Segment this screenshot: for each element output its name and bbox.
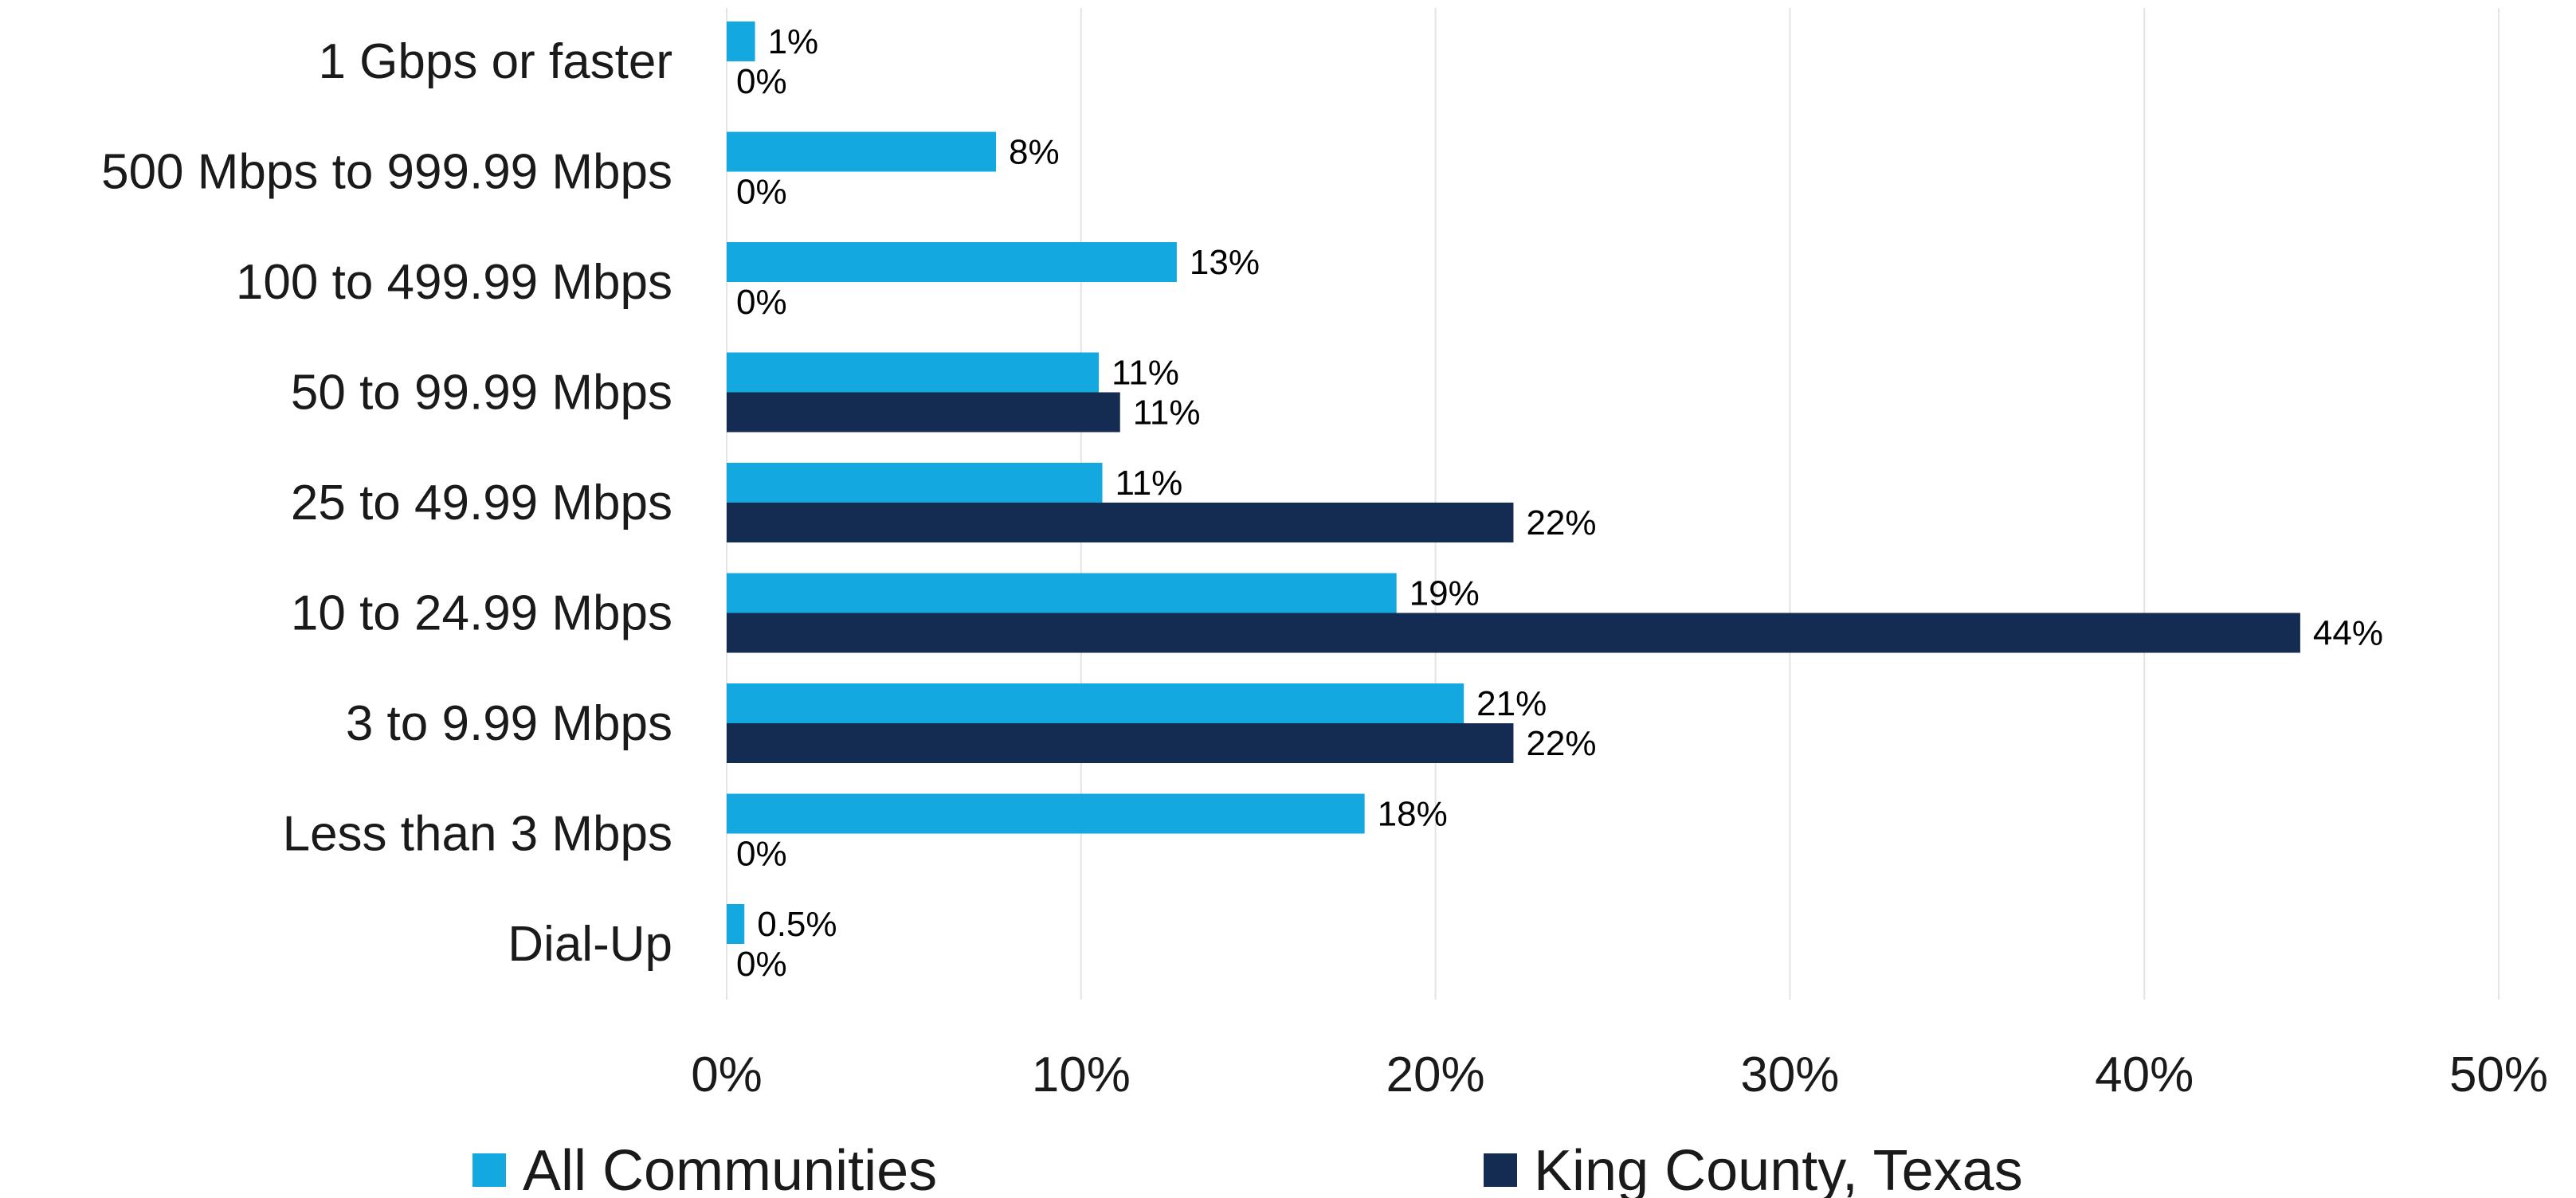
x-tick-label-40: 40%: [2095, 1047, 2194, 1102]
x-tick-label-0: 0%: [691, 1047, 763, 1102]
category-label-less-than-3-mbps: Less than 3 Mbps: [283, 807, 672, 862]
x-axis-tick-labels: 0% 10% 20% 30% 40% 50%: [691, 1047, 2548, 1102]
bar-king-county-texas-3-to-9-99-mbps: [727, 723, 1514, 763]
x-tick-label-10: 10%: [1032, 1047, 1131, 1102]
data-label-all-communities-1-gbps-or-faster: 1%: [768, 22, 819, 61]
bar-king-county-texas-50-to-99-99-mbps: [727, 392, 1120, 433]
data-label-all-communities-less-than-3-mbps: 18%: [1378, 795, 1448, 834]
category-label-25-to-49-99-mbps: 25 to 49.99 Mbps: [291, 476, 672, 530]
category-labels: 1 Gbps or faster 500 Mbps to 999.99 Mbps 1…: [101, 34, 672, 972]
bar-all-communities-50-to-99-99-mbps: [727, 352, 1100, 393]
category-label-1-gbps-or-faster: 1 Gbps or faster: [318, 34, 672, 89]
data-label-king-county-texas-10-to-24-99-mbps: 44%: [2313, 614, 2383, 653]
category-label-3-to-9-99-mbps: 3 to 9.99 Mbps: [346, 696, 672, 751]
bar-all-communities-less-than-3-mbps: [727, 793, 1365, 834]
data-label-all-communities-500-mbps-to-999-99-mbps: 8%: [1009, 133, 1060, 172]
data-labels: 1%0%8%0%13%0%11%11%11%22%19%44%21%22%18%…: [736, 22, 2383, 984]
data-label-king-county-texas-dial-up: 0%: [736, 945, 787, 984]
x-tick-label-20: 20%: [1386, 1047, 1485, 1102]
data-label-king-county-texas-100-to-499-99-mbps: 0%: [736, 283, 787, 322]
category-label-dial-up: Dial-Up: [508, 917, 672, 972]
data-label-king-county-texas-500-mbps-to-999-99-mbps: 0%: [736, 173, 787, 212]
data-label-king-county-texas-50-to-99-99-mbps: 11%: [1133, 393, 1201, 433]
data-label-all-communities-100-to-499-99-mbps: 13%: [1190, 243, 1260, 282]
bar-all-communities-100-to-499-99-mbps: [727, 242, 1177, 282]
bar-all-communities-500-mbps-to-999-99-mbps: [727, 131, 997, 172]
legend-label-king-county: King County, Texas: [1534, 1139, 2023, 1198]
legend-swatch-all-communities: [472, 1153, 506, 1187]
x-tick-label-50: 50%: [2449, 1047, 2548, 1102]
data-label-all-communities-50-to-99-99-mbps: 11%: [1112, 354, 1179, 393]
bar-king-county-texas-25-to-49-99-mbps: [727, 503, 1514, 542]
category-label-50-to-99-99-mbps: 50 to 99.99 Mbps: [291, 366, 672, 421]
data-label-all-communities-25-to-49-99-mbps: 11%: [1115, 464, 1182, 503]
data-label-all-communities-10-to-24-99-mbps: 19%: [1410, 574, 1480, 613]
legend-swatch-king-county: [1484, 1153, 1517, 1187]
category-label-100-to-499-99-mbps: 100 to 499.99 Mbps: [236, 255, 672, 310]
data-label-king-county-texas-3-to-9-99-mbps: 22%: [1526, 724, 1596, 763]
bar-all-communities-1-gbps-or-faster: [727, 22, 755, 61]
bar-all-communities-10-to-24-99-mbps: [727, 573, 1397, 613]
data-label-king-county-texas-25-to-49-99-mbps: 22%: [1526, 503, 1596, 542]
bar-all-communities-3-to-9-99-mbps: [727, 683, 1464, 723]
legend-label-all-communities: All Communities: [523, 1139, 937, 1198]
x-tick-label-30: 30%: [1740, 1047, 1839, 1102]
bar-king-county-texas-10-to-24-99-mbps: [727, 613, 2300, 653]
data-label-king-county-texas-less-than-3-mbps: 0%: [736, 835, 787, 874]
bar-all-communities-dial-up: [727, 904, 745, 944]
data-label-all-communities-dial-up: 0.5%: [757, 905, 837, 944]
legend: All Communities King County, Texas: [472, 1139, 2023, 1198]
bars: [727, 22, 2300, 944]
category-label-10-to-24-99-mbps: 10 to 24.99 Mbps: [291, 586, 672, 641]
bar-all-communities-25-to-49-99-mbps: [727, 463, 1103, 503]
data-label-all-communities-3-to-9-99-mbps: 21%: [1476, 684, 1547, 723]
category-label-500-mbps-to-999-99-mbps: 500 Mbps to 999.99 Mbps: [101, 145, 672, 200]
data-label-king-county-texas-1-gbps-or-faster: 0%: [736, 62, 787, 101]
